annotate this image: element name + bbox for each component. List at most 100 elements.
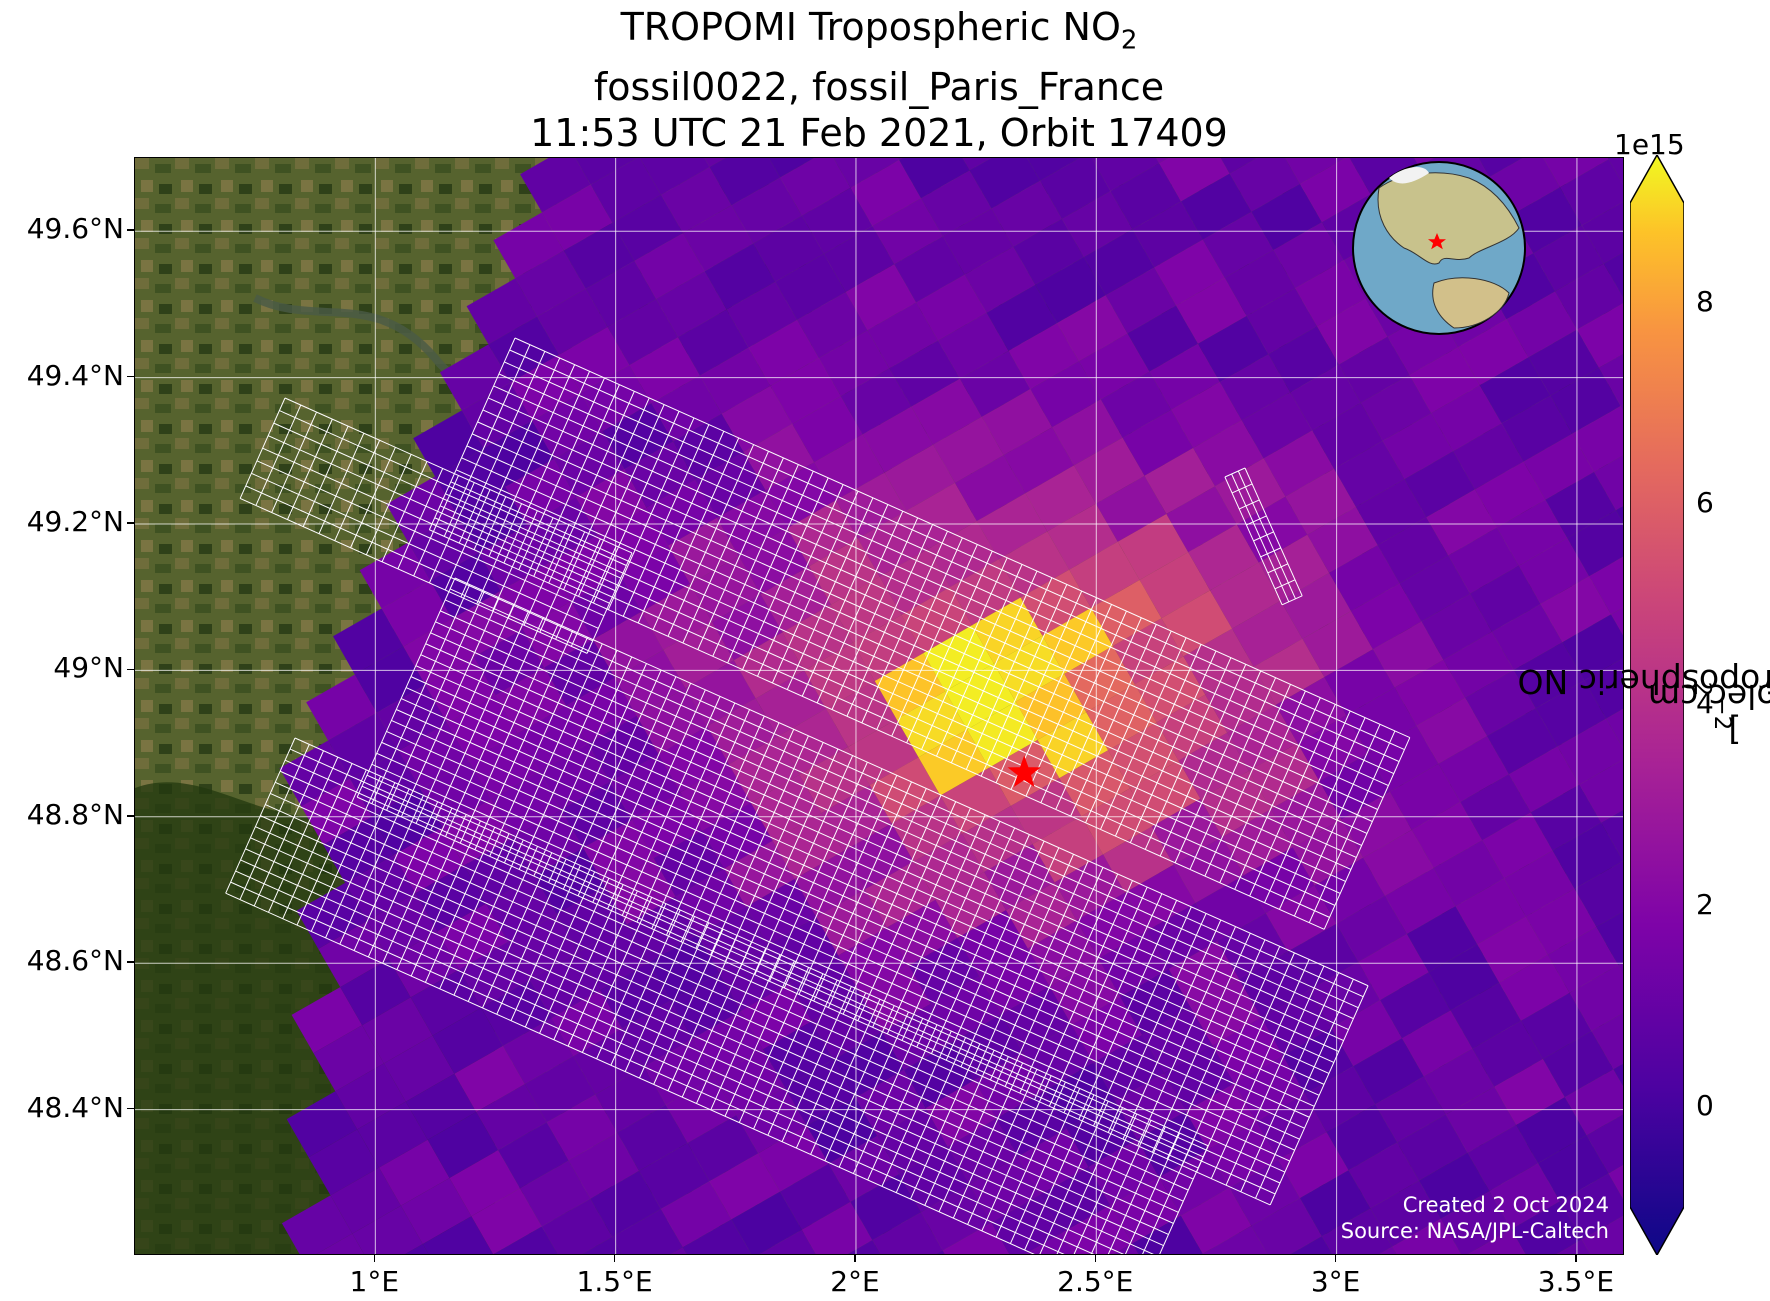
no2-pixel <box>291 987 363 1054</box>
no2-pixel <box>1040 158 1111 219</box>
no2-pixel <box>653 830 725 897</box>
no2-pixel <box>1351 583 1422 650</box>
no2-pixel <box>1428 944 1500 1011</box>
no2-pixel <box>991 180 1062 247</box>
no2-pixel <box>383 1035 455 1102</box>
no2-pixel <box>801 187 873 254</box>
no2-pixel <box>1251 1198 1322 1254</box>
no2-pixel <box>435 448 506 515</box>
no2-pixel <box>582 1236 623 1254</box>
no2-pixel <box>1353 1038 1424 1105</box>
no2-pixel <box>1564 1069 1623 1136</box>
no2-pixel <box>1171 382 1242 448</box>
no2-pixel <box>1419 1152 1490 1219</box>
no2-pixel <box>1071 996 1142 1063</box>
x-tick-mark <box>1575 1255 1577 1262</box>
no2-pixel <box>1246 288 1317 355</box>
no2-pixel <box>906 482 977 549</box>
no2-pixel <box>1025 1233 1074 1254</box>
no2-pixel <box>759 1229 816 1254</box>
no2-pixel <box>1445 1086 1517 1153</box>
no2-pixel <box>571 573 642 640</box>
no2-pixel <box>1540 576 1611 643</box>
no2-pixel <box>456 486 528 553</box>
no2-pixel <box>1394 659 1466 726</box>
no2-pixel <box>1285 158 1346 184</box>
no2-pixel <box>658 726 729 793</box>
no2-pixel <box>1156 158 1169 164</box>
no2-pixel <box>1304 1066 1376 1133</box>
no2-pixel <box>1402 1010 1473 1077</box>
no2-pixel <box>1559 1173 1623 1240</box>
no2-pixel <box>1331 1000 1402 1067</box>
no2-pixel <box>354 646 426 713</box>
no2-pixel <box>767 917 839 984</box>
no2-pixel <box>1129 760 1201 827</box>
no2-pixel <box>1338 336 1410 403</box>
no2-pixel <box>661 167 732 234</box>
no2-pixel <box>889 340 960 407</box>
no2-pixel <box>1282 1027 1354 1094</box>
no2-pixel <box>1025 465 1096 532</box>
no2-pixel <box>894 236 965 303</box>
map-title: TROPOMI Tropospheric NO2 fossil0022, fos… <box>134 4 1624 156</box>
no2-pixel <box>1280 572 1351 639</box>
no2-pixel <box>1409 347 1480 414</box>
x-tick-mark <box>854 1255 856 1262</box>
no2-pixel <box>316 1233 364 1254</box>
no2-pixel <box>848 719 919 786</box>
no2-pixel <box>1465 670 1536 736</box>
globe-star-icon <box>1428 233 1446 250</box>
no2-pixel <box>916 274 987 341</box>
no2-pixel <box>281 1195 353 1254</box>
no2-pixel <box>1091 158 1160 192</box>
no2-pixel <box>1382 413 1454 480</box>
no2-pixel <box>445 1254 515 1255</box>
no2-pixel <box>1278 1132 1349 1199</box>
no2-pixel <box>1132 201 1203 268</box>
no2-pixel <box>704 243 776 310</box>
no2-pixel <box>1601 810 1623 861</box>
x-tick-label: 2.5°E <box>1057 1265 1134 1298</box>
no2-pixel <box>1064 646 1135 713</box>
no2-pixel <box>794 851 865 918</box>
no2-pixel <box>607 299 678 366</box>
no2-pixel <box>972 597 1043 664</box>
no2-pixel <box>765 462 836 529</box>
no2-pixel <box>493 212 564 279</box>
no2-pixel <box>1219 354 1291 421</box>
no2-pixel <box>1299 1170 1371 1237</box>
y-tick-label: 48.4°N <box>26 1090 124 1124</box>
no2-pixel <box>697 906 768 973</box>
no2-pixel <box>466 278 538 345</box>
no2-pixel <box>976 493 1048 560</box>
no2-pixel <box>1202 211 1274 278</box>
no2-pixel <box>1513 642 1585 709</box>
no2-pixel <box>454 1046 525 1112</box>
no2-pixel <box>955 455 1026 522</box>
no2-pixel <box>1202 1225 1268 1254</box>
no2-pixel <box>376 684 448 751</box>
no2-pixel <box>1543 158 1609 188</box>
no2-pixel <box>678 309 749 376</box>
no2-pixel <box>1358 934 1429 1001</box>
no2-pixel <box>1229 1159 1300 1226</box>
no2-pixel <box>400 1178 472 1244</box>
no2-pixel <box>1329 545 1400 612</box>
no2-pixel <box>1377 517 1449 584</box>
no2-pixel <box>612 194 683 261</box>
no2-pixel <box>539 743 610 810</box>
no2-pixel <box>663 622 734 689</box>
no2-pixel <box>1421 593 1492 660</box>
no2-pixel <box>874 653 946 720</box>
no2-pixel <box>1525 888 1597 955</box>
no2-pixel <box>911 378 982 445</box>
no2-pixel <box>1596 911 1623 966</box>
no2-pixel <box>1008 323 1079 390</box>
x-tick-label: 3.5°E <box>1537 1265 1615 1298</box>
no2-pixel <box>1611 607 1623 636</box>
y-tick-label: 49.4°N <box>26 358 124 392</box>
no2-pixel <box>942 208 1014 275</box>
no2-pixel <box>884 444 955 511</box>
no2-pixel <box>899 158 970 199</box>
